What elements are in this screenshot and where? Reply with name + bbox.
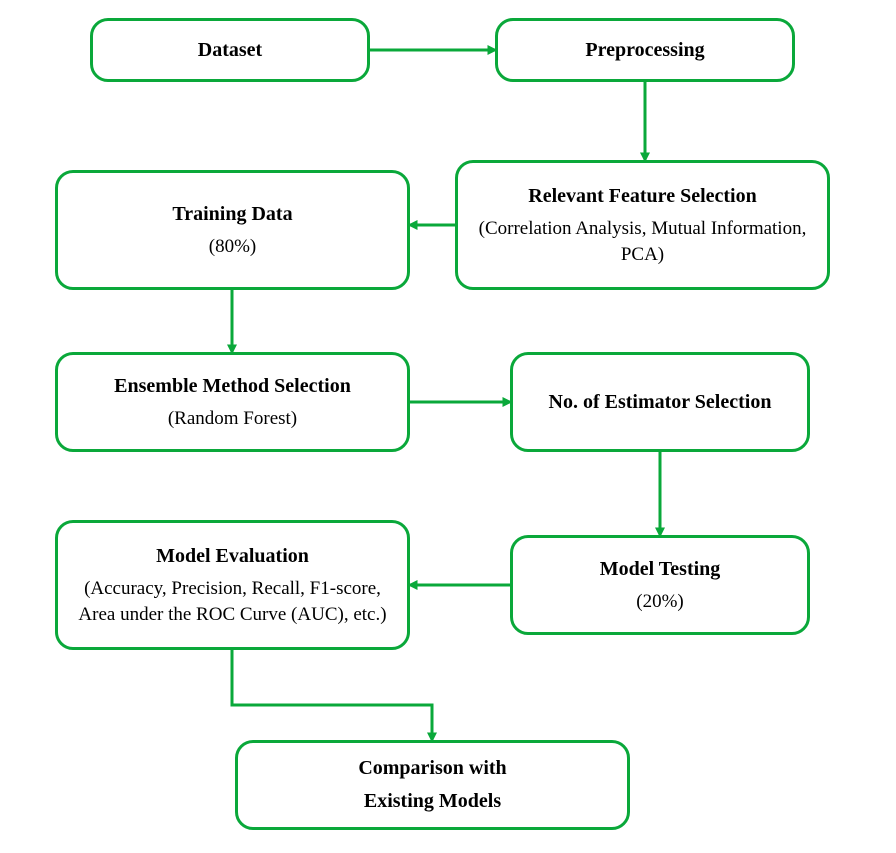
node-evaluation: Model Evaluation (Accuracy, Precision, Re… (55, 520, 410, 650)
node-subtitle: (Random Forest) (168, 406, 297, 432)
node-title: Dataset (198, 37, 262, 64)
node-title: Ensemble Method Selection (114, 373, 351, 400)
edge-evaluation-to-comparison (232, 650, 432, 740)
node-comparison: Comparison with Existing Models (235, 740, 630, 830)
node-featuresel: Relevant Feature Selection (Correlation A… (455, 160, 830, 290)
node-subtitle: (Correlation Analysis, Mutual Informatio… (472, 216, 813, 267)
node-title: No. of Estimator Selection (549, 389, 772, 416)
node-subtitle: (Accuracy, Precision, Recall, F1-score, … (72, 576, 393, 627)
node-title: Comparison with (358, 755, 506, 782)
node-testing: Model Testing (20%) (510, 535, 810, 635)
node-title: Existing Models (364, 788, 501, 815)
node-ensemble: Ensemble Method Selection (Random Forest) (55, 352, 410, 452)
flowchart-canvas: Dataset Preprocessing Training Data (80%) Re… (0, 0, 896, 853)
node-training: Training Data (80%) (55, 170, 410, 290)
node-title: Model Evaluation (156, 543, 309, 570)
node-estimator: No. of Estimator Selection (510, 352, 810, 452)
node-title: Training Data (172, 201, 292, 228)
node-subtitle: (80%) (209, 234, 256, 260)
node-title: Preprocessing (585, 37, 704, 64)
node-dataset: Dataset (90, 18, 370, 82)
node-title: Model Testing (600, 556, 721, 583)
node-subtitle: (20%) (636, 589, 683, 615)
node-title: Relevant Feature Selection (528, 183, 756, 210)
node-preprocessing: Preprocessing (495, 18, 795, 82)
